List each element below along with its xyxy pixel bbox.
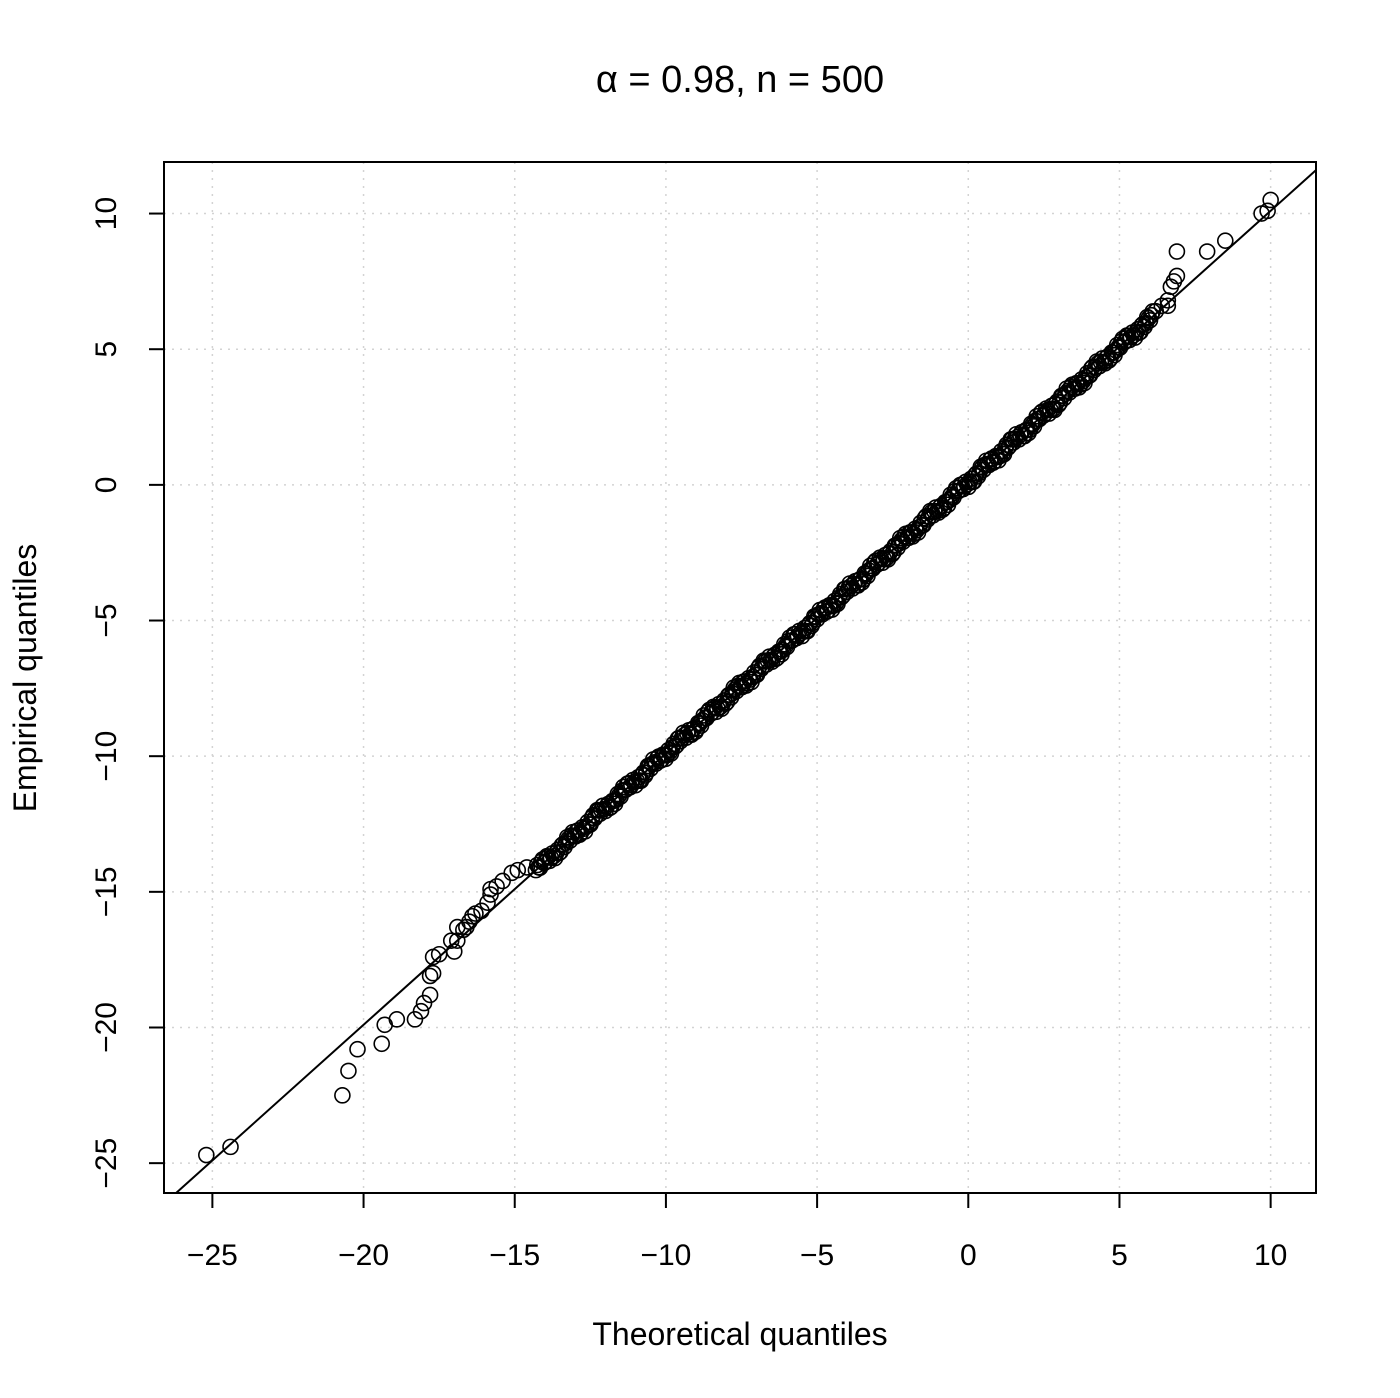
data-point [774,641,792,659]
x-tick-label: −15 [489,1239,540,1272]
data-point [442,932,460,949]
data-point [1168,267,1186,285]
data-point [1159,297,1177,315]
data-point [509,861,527,879]
data-point [334,1087,351,1104]
chart-title: α = 0.98, n = 500 [596,59,884,101]
data-point [965,473,983,490]
data-point [799,622,816,640]
data-point [388,1011,406,1028]
x-tick-label: 5 [1111,1239,1128,1272]
y-tick-label: 0 [90,477,123,494]
x-tick-label: 10 [1254,1239,1287,1272]
data-point [1259,202,1276,220]
y-axis-title: Empirical quantiles [7,544,43,813]
y-tick-label: 5 [90,341,123,358]
y-tick-label: −25 [90,1138,123,1189]
data-point [718,693,736,711]
data-point [1051,394,1069,411]
x-tick-label: −25 [187,1239,238,1272]
x-tick-label: −5 [800,1239,834,1272]
y-tick-label: 10 [90,197,123,230]
y-tick-label: −5 [90,603,123,637]
data-point [552,843,569,861]
data-point [518,859,536,876]
data-point [445,943,463,960]
data-point [373,1035,391,1053]
data-point [340,1062,357,1080]
data-point [1198,243,1216,260]
data-point [421,967,439,985]
data-point [1168,243,1186,260]
x-axis-title: Theoretical quantiles [592,1316,887,1352]
data-point [430,945,448,963]
data-point [349,1040,366,1058]
data-point [915,516,932,534]
data-point [488,878,505,895]
y-axis: −25 −20 −15 −10 −5 0 5 10 [90,197,165,1189]
data-point [1132,323,1149,341]
data-point [1153,297,1171,315]
data-point [464,907,481,925]
data-points [198,191,1279,1164]
data-point [198,1146,215,1164]
data-point [1262,191,1279,209]
data-point [222,1138,239,1156]
x-tick-label: −20 [338,1239,389,1272]
data-point [421,986,439,1004]
data-point [885,544,902,561]
y-tick-label: −20 [90,1002,123,1053]
data-point [987,447,1005,465]
data-point [632,772,650,790]
y-tick-label: −10 [90,731,123,782]
grid-lines [164,162,1316,1193]
data-point [748,666,766,684]
data-point [412,1002,430,1020]
data-point [1216,232,1234,249]
data-point [608,791,625,809]
x-tick-label: 0 [960,1239,977,1272]
data-point [424,964,442,982]
x-axis: −25 −20 −15 −10 −5 0 5 10 [187,1192,1287,1272]
y-tick-label: −15 [90,866,123,917]
x-tick-label: −10 [640,1239,691,1272]
data-point [528,856,546,874]
